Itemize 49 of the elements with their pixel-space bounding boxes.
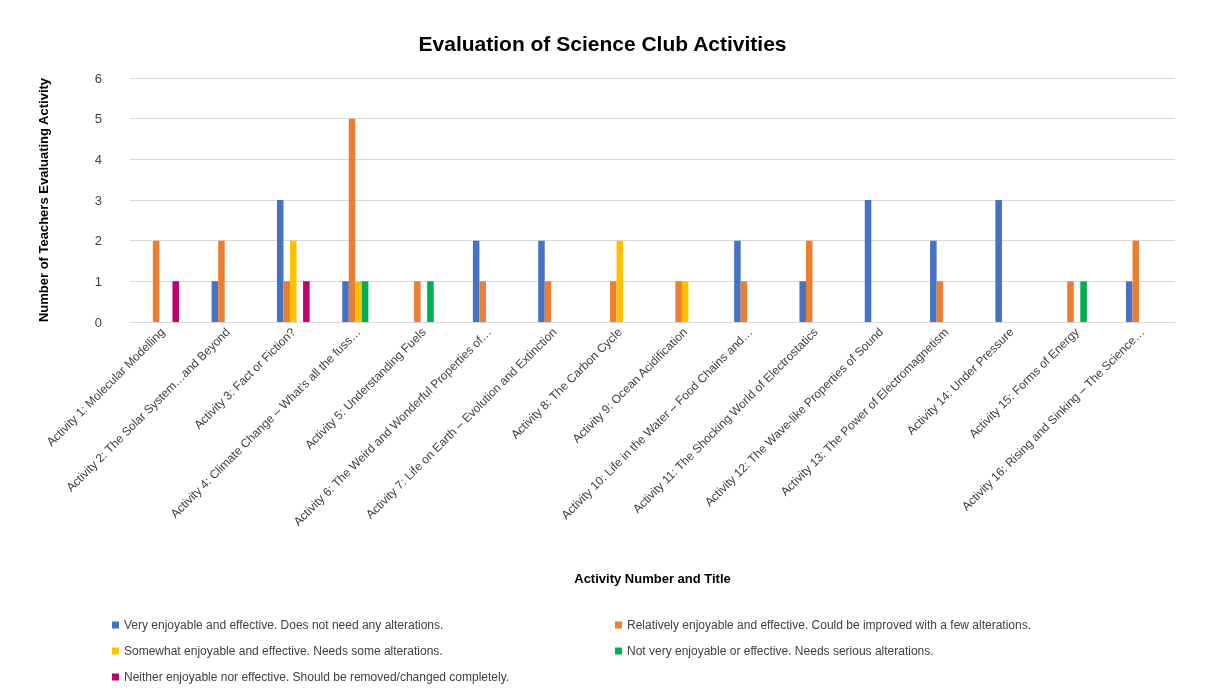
bar (538, 240, 545, 322)
bar (342, 281, 349, 322)
bar (995, 200, 1002, 322)
chart-title: Evaluation of Science Club Activities (418, 32, 787, 55)
bar (276, 200, 284, 322)
legend-label: Not very enjoyable or effective. Needs serious alterations. (627, 644, 934, 658)
bar (472, 240, 480, 322)
legend-label: Neither enjoyable nor effective. Should be removed/changed completely. (124, 670, 510, 684)
legend-label: Relatively enjoyable and effective. Could be improved with a few alterations. (627, 618, 1032, 632)
bar (303, 281, 310, 322)
bar (211, 281, 219, 322)
bar (427, 281, 434, 322)
bar (218, 240, 225, 322)
y-tick-label: 2 (94, 233, 102, 249)
bar (1132, 240, 1140, 322)
bar (361, 281, 369, 322)
bar (675, 281, 682, 322)
y-tick-label: 4 (94, 151, 102, 167)
bar (616, 240, 624, 322)
bar (1080, 281, 1087, 322)
bar (1126, 281, 1133, 322)
bar (936, 281, 944, 322)
legend-label: Very enjoyable and effective. Does not need any alterations. (124, 618, 444, 632)
bar (930, 240, 937, 322)
bar (799, 281, 806, 322)
bar (152, 240, 160, 322)
bar (348, 118, 356, 322)
y-tick-label: 6 (94, 70, 102, 86)
y-tick-label: 1 (94, 273, 102, 289)
bar (805, 240, 813, 322)
bar (1067, 281, 1074, 322)
bar (283, 281, 291, 322)
x-axis-title: Activity Number and Title (574, 571, 731, 586)
bar (544, 281, 552, 322)
bar (740, 281, 748, 322)
bar (479, 281, 486, 322)
bar (414, 281, 421, 322)
bar (734, 240, 741, 322)
y-tick-label: 5 (94, 111, 102, 127)
bar (864, 200, 872, 322)
y-axis-title: Number of Teachers Evaluating Activity (36, 77, 51, 323)
bar (172, 281, 179, 322)
y-tick-label: 3 (94, 192, 102, 208)
y-tick-label: 0 (94, 314, 102, 330)
legend-label: Somewhat enjoyable and effective. Needs some alterations. (124, 644, 443, 658)
bar (355, 281, 362, 322)
bar (681, 281, 689, 322)
bar (610, 281, 617, 322)
bar (290, 240, 297, 322)
